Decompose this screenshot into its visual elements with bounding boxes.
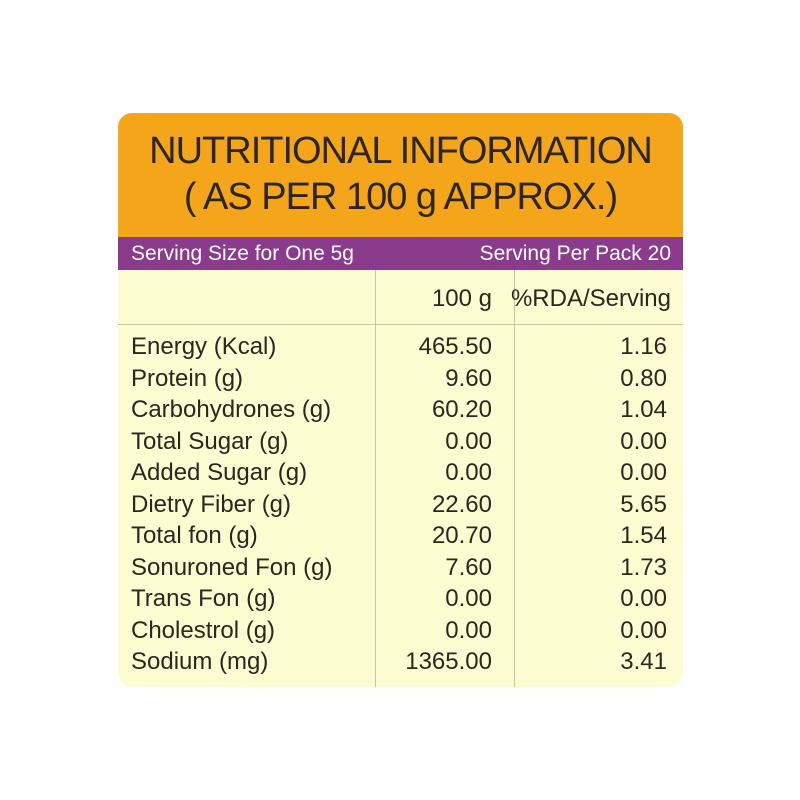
- per-100g: 22.60: [431, 490, 492, 518]
- nutrient-name: Cholestrol (g): [131, 616, 276, 644]
- per-100g: 1365.00: [405, 648, 492, 675]
- per-100g: 9.60: [445, 364, 492, 392]
- nutrient-name: Sonuroned Fon (g): [131, 553, 333, 581]
- title-line: ( AS PER 100 g APPROX.): [183, 176, 618, 218]
- nutrient-name: Carbohydrones (g): [131, 396, 332, 423]
- rda-per-serving: 1.54: [620, 522, 667, 549]
- rda-per-serving: 0.00: [620, 616, 667, 644]
- rda-per-serving: 0.00: [620, 459, 667, 486]
- nutrient-name: Added Sugar (g): [131, 459, 308, 486]
- title-line: NUTRITIONAL INFORMATION: [149, 130, 653, 172]
- rda-per-serving: 1.04: [620, 396, 667, 423]
- rda-per-serving: 1.73: [620, 553, 667, 581]
- rda-per-serving: 1.16: [620, 333, 667, 360]
- nutrient-name: Protein (g): [131, 364, 244, 392]
- column-divider: [375, 270, 376, 687]
- per-100g: 0.00: [445, 459, 492, 486]
- serving-size: Serving Size for One 5g: [131, 242, 354, 265]
- rda-per-serving: 0.80: [620, 364, 667, 392]
- header: NUTRITIONAL INFORMATION ( AS PER 100 g A…: [118, 113, 683, 237]
- serving-per-pack: Serving Per Pack 20: [479, 242, 671, 265]
- nutrition-card: NUTRITIONAL INFORMATION ( AS PER 100 g A…: [118, 113, 683, 687]
- per-100g: 0.00: [445, 585, 492, 612]
- per-100g: 60.20: [431, 396, 492, 423]
- nutrient-name: Sodium (mg): [131, 648, 269, 675]
- nutrient-name: Trans Fon (g): [131, 585, 276, 612]
- nutrient-name: Total fon (g): [131, 522, 258, 549]
- column-divider: [514, 270, 515, 687]
- column-header: 100 g: [431, 285, 492, 312]
- per-100g: 20.70: [431, 522, 492, 549]
- column-header: %RDA/Serving: [510, 285, 671, 312]
- rda-per-serving: 5.65: [620, 490, 667, 518]
- serving-bar: Serving Size for One 5g Serving Per Pack…: [118, 237, 683, 270]
- rda-per-serving: 3.41: [620, 648, 667, 675]
- nutrient-name: Energy (Kcal): [131, 333, 277, 360]
- nutrient-name: Total Sugar (g): [131, 427, 289, 455]
- rda-per-serving: 0.00: [620, 585, 667, 612]
- per-100g: 7.60: [445, 553, 492, 581]
- nutrient-name: Dietry Fiber (g): [131, 490, 292, 518]
- per-100g: 0.00: [445, 427, 492, 455]
- per-100g: 0.00: [445, 616, 492, 644]
- row-divider: [118, 324, 683, 325]
- per-100g: 465.50: [418, 333, 492, 360]
- rda-per-serving: 0.00: [620, 427, 667, 455]
